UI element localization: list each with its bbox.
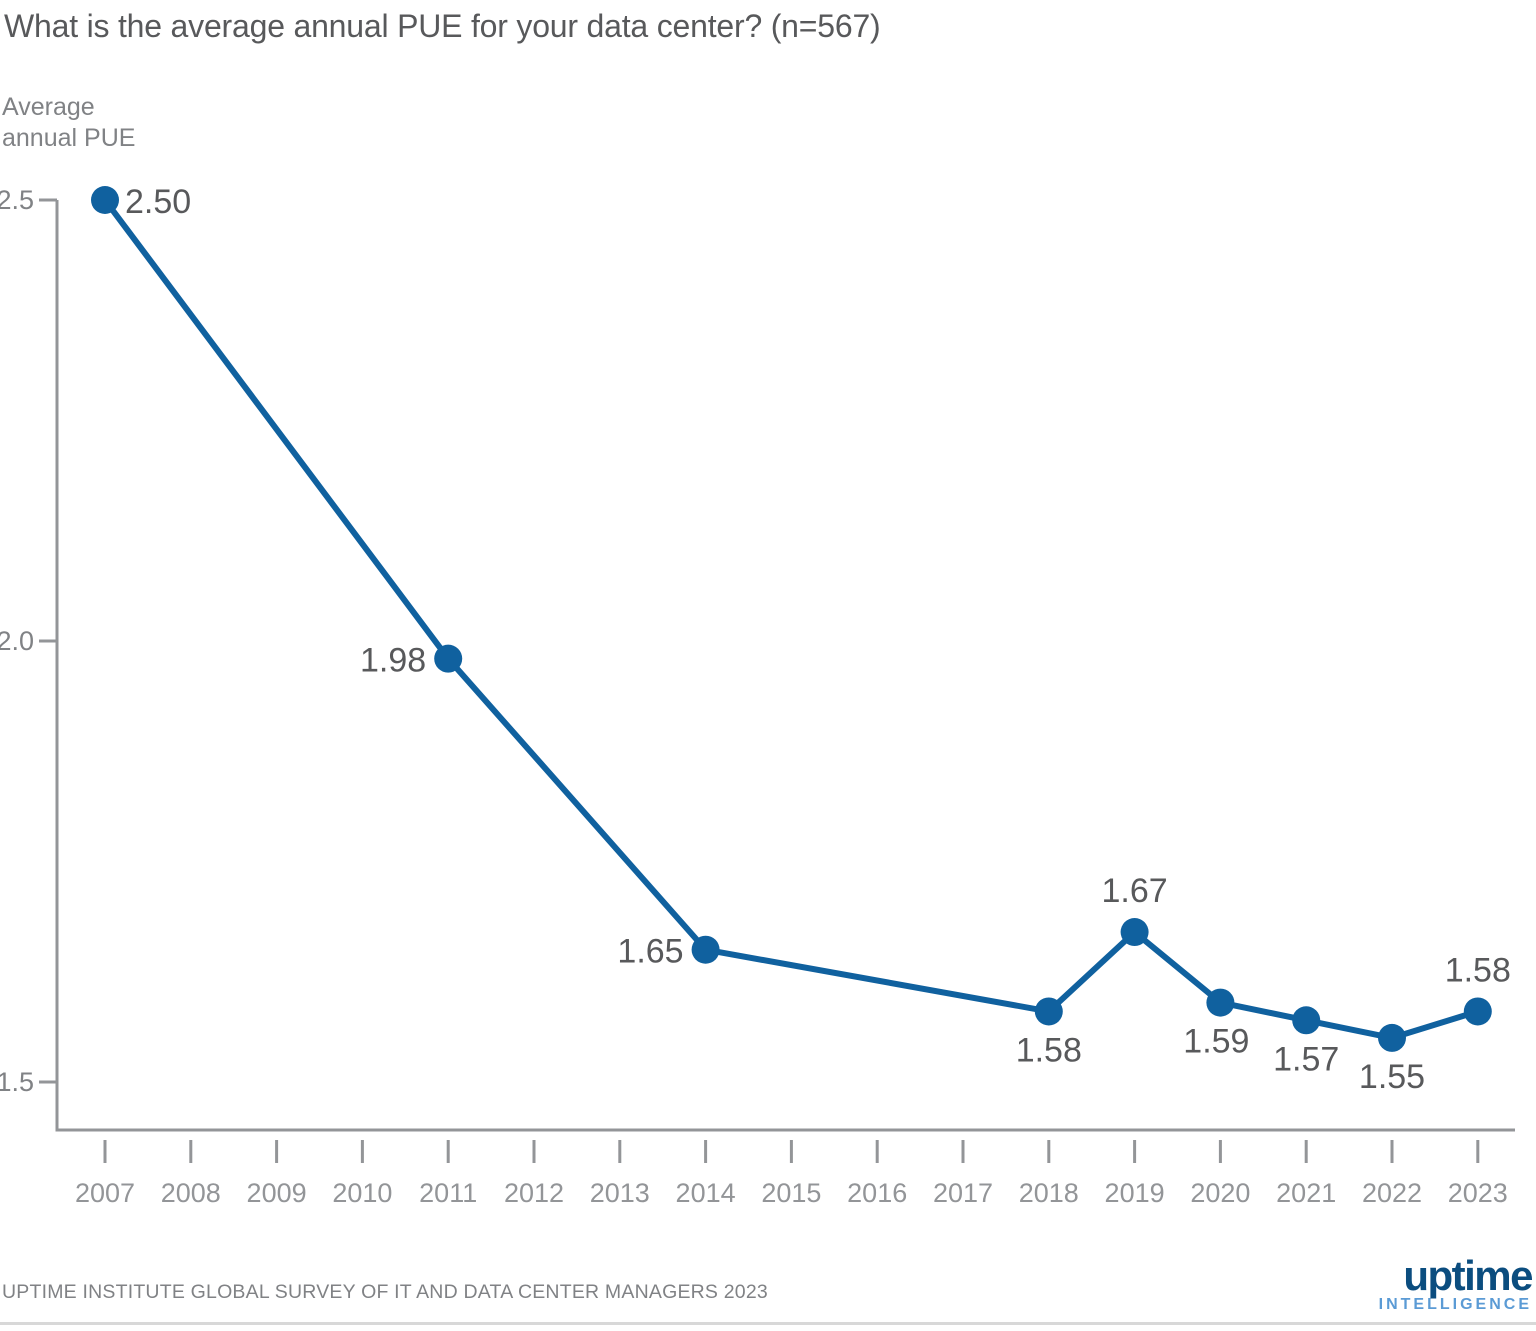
x-tick-label: 2019 [1105, 1178, 1165, 1208]
data-point-marker[interactable] [1292, 1006, 1321, 1035]
x-tick-label: 2009 [247, 1178, 307, 1208]
data-point-marker[interactable] [1034, 997, 1063, 1026]
data-point-value-label: 1.59 [1183, 1023, 1249, 1061]
x-tick-label: 2023 [1448, 1178, 1508, 1208]
data-point-marker[interactable] [691, 935, 720, 964]
axis-lines [55, 200, 1515, 1132]
data-point-value-label: 1.98 [360, 642, 426, 680]
x-tick-marks [103, 1140, 1480, 1163]
y-tick-marks [39, 198, 57, 1084]
chart-axes [39, 198, 1515, 1163]
x-tick-label: 2008 [161, 1178, 221, 1208]
y-tick-label: 2.0 [0, 626, 34, 656]
y-axis-title: Average annual PUE [2, 93, 136, 152]
x-tick-label: 2007 [75, 1178, 135, 1208]
data-point-marker[interactable] [1206, 988, 1235, 1017]
line-chart-plot: 2.52.01.5 2007 2008 2009 2010 2011 2012 2013 20… [0, 183, 1515, 1208]
uptime-intelligence-logo: uptime INTELLIGENCE [1342, 1252, 1534, 1318]
series-polyline-group [102, 197, 1481, 1041]
series-marker-group [91, 186, 1492, 1052]
x-tick-labels: 2007 2008 2009 2010 2011 2012 2013 2014 2015 2016… [75, 1178, 1508, 1208]
x-tick-label: 2016 [847, 1178, 907, 1208]
data-point-marker[interactable] [1120, 918, 1149, 947]
x-tick-label: 2011 [419, 1178, 477, 1208]
data-point-value-label: 1.65 [617, 933, 683, 971]
page-title: What is the average annual PUE for your … [4, 8, 881, 44]
data-point-value-label: 1.55 [1359, 1058, 1425, 1096]
brand-wordmark: uptime [1403, 1252, 1533, 1299]
x-tick-label: 2018 [1019, 1178, 1079, 1208]
source-note: UPTIME INSTITUTE GLOBAL SURVEY OF IT AND… [2, 1281, 768, 1303]
brand-subwordmark: INTELLIGENCE [1378, 1296, 1532, 1313]
data-point-value-label: 1.58 [1445, 951, 1511, 989]
x-tick-label: 2012 [504, 1178, 564, 1208]
series-line [102, 197, 1481, 1041]
x-tick-label: 2017 [933, 1178, 993, 1208]
data-value-labels: 2.50 1.98 1.65 1.58 1.67 1.59 1.57 1.55 1.58 [125, 183, 1511, 1096]
x-tick-label: 2022 [1362, 1178, 1422, 1208]
data-point-marker[interactable] [434, 644, 463, 673]
y-tick-label: 1.5 [0, 1067, 34, 1097]
data-point-value-label: 2.50 [125, 183, 191, 221]
x-tick-label: 2010 [332, 1178, 392, 1208]
x-tick-label: 2015 [761, 1178, 821, 1208]
data-point-marker[interactable] [1463, 997, 1492, 1026]
footer-divider [0, 1322, 1536, 1325]
x-tick-label: 2021 [1276, 1178, 1336, 1208]
x-tick-label: 2014 [676, 1178, 736, 1208]
data-point-value-label: 1.57 [1273, 1040, 1339, 1078]
data-point-value-label: 1.67 [1102, 872, 1168, 910]
data-point-value-label: 1.58 [1016, 1031, 1082, 1069]
y-tick-labels: 2.5 2.0 1.5 [0, 185, 34, 1097]
x-tick-label: 2020 [1190, 1178, 1250, 1208]
y-tick-label: 2.5 [0, 185, 34, 215]
x-tick-label: 2013 [590, 1178, 650, 1208]
data-point-marker[interactable] [1378, 1023, 1406, 1052]
data-point-marker[interactable] [91, 186, 119, 214]
